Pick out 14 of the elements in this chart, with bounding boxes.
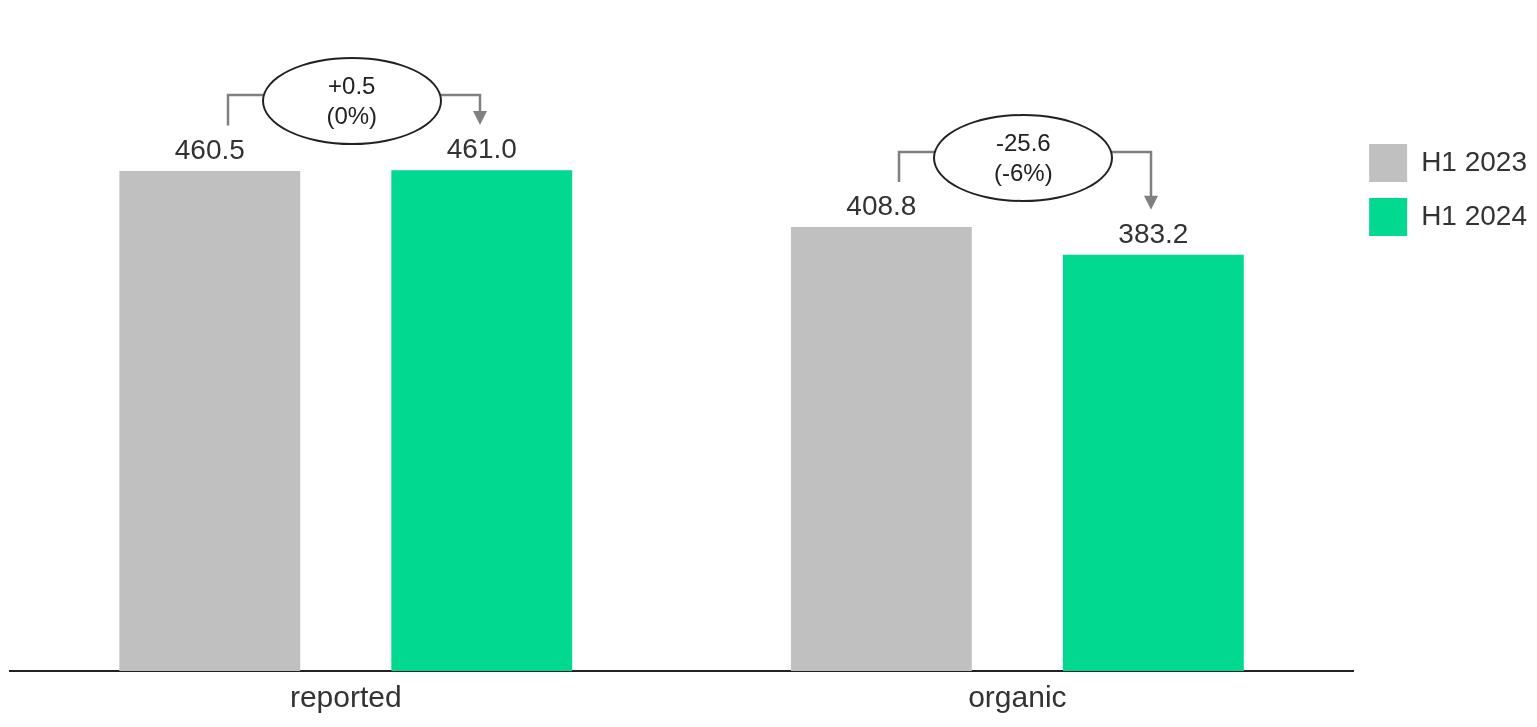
bar (391, 170, 573, 671)
annotation: -25.6 (-6%) (933, 114, 1114, 203)
data-label: 383.2 (1118, 217, 1189, 249)
data-label: 461.0 (446, 133, 517, 165)
data-label: 408.8 (846, 189, 917, 221)
bar (1062, 254, 1244, 671)
data-label: 460.5 (174, 133, 245, 165)
x-tick-label: reported (289, 680, 402, 714)
bar (119, 170, 301, 671)
legend-label: H1 2023 (1421, 145, 1528, 177)
bar (790, 227, 972, 671)
legend-label: H1 2024 (1421, 199, 1528, 231)
text: +0.5 (0%) (261, 57, 442, 146)
x-tick-label: organic (968, 680, 1067, 714)
